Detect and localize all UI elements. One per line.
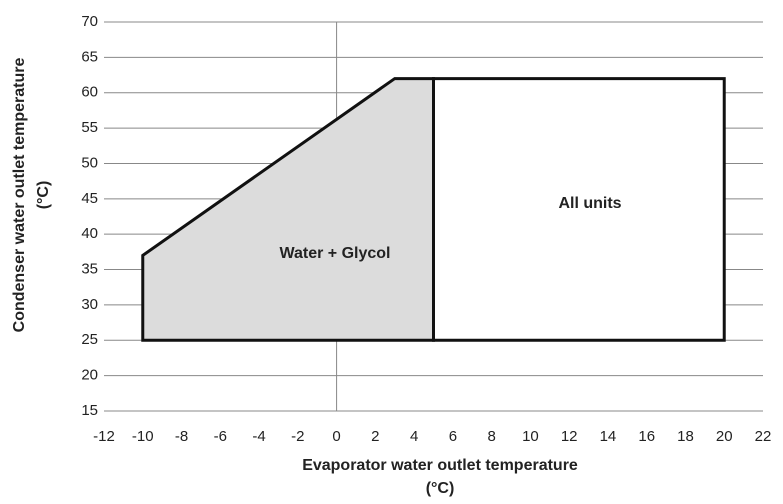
y-tick-label: 35 [81,261,98,278]
x-axis-title: Evaporator water outlet temperature [302,457,578,474]
x-tick-label: 20 [716,428,733,445]
y-tick-label: 25 [81,331,98,348]
x-tick-label: 12 [561,428,578,445]
x-tick-label: 18 [677,428,694,445]
envelope-area [432,77,726,342]
x-tick-label: 8 [487,428,495,445]
x-tick-label: 0 [332,428,340,445]
x-tick-label: 6 [449,428,457,445]
x-tick-label: -12 [93,428,115,445]
x-tick-label: -10 [132,428,154,445]
x-tick-label: 2 [371,428,379,445]
y-tick-label: 50 [81,154,98,171]
area-label: All units [558,195,621,212]
x-tick-label: -2 [291,428,304,445]
y-tick-label: 15 [81,402,98,419]
y-axis-title: (°C) [35,181,52,210]
x-tick-label: 22 [755,428,772,445]
y-tick-label: 70 [81,13,98,30]
x-tick-label: 16 [638,428,655,445]
y-tick-label: 20 [81,367,98,384]
x-tick-label: 4 [410,428,418,445]
x-tick-label: -6 [214,428,227,445]
y-tick-label: 60 [81,84,98,101]
x-tick-label: -8 [175,428,188,445]
y-tick-label: 30 [81,296,98,313]
y-tick-label: 40 [81,225,98,242]
y-tick-label: 45 [81,190,98,207]
x-axis-title: (°C) [426,480,455,497]
y-axis-title: Condenser water outlet temperature [11,58,28,333]
area-label: Water + Glycol [280,245,391,262]
x-tick-label: 14 [600,428,617,445]
envelope-area [141,77,435,342]
x-tick-label: -4 [252,428,265,445]
x-tick-label: 10 [522,428,539,445]
y-tick-label: 65 [81,48,98,65]
y-tick-label: 55 [81,119,98,136]
